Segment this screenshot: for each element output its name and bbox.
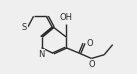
Text: S: S	[22, 23, 27, 32]
Text: O: O	[88, 60, 95, 69]
Text: N: N	[38, 50, 45, 59]
Text: O: O	[87, 39, 93, 48]
Text: OH: OH	[59, 13, 72, 22]
